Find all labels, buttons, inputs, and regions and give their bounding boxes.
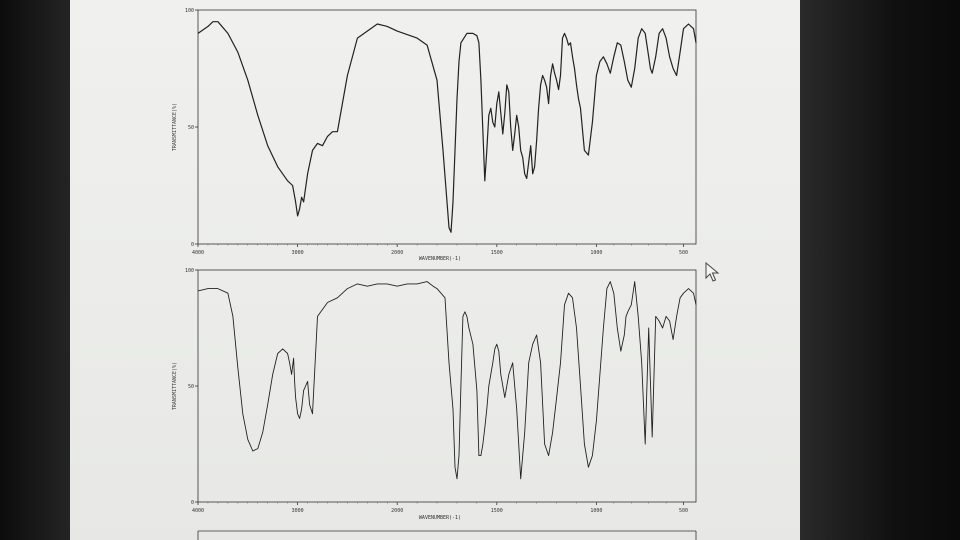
y-tick-label: 100 [185, 8, 194, 14]
x-tick-label: 3000 [292, 508, 304, 514]
chart-2-y-axis-label: TRANSMITTANCE(%) [172, 362, 178, 410]
mouse-cursor-icon [705, 262, 720, 282]
chart-2-x-axis-label: WAVENUMBER(-1) [419, 515, 461, 521]
x-tick-label: 4000 [192, 508, 204, 514]
y-tick-label: 50 [188, 384, 194, 390]
x-tick-label: 1500 [491, 250, 503, 256]
x-tick-label: 4000 [192, 250, 204, 256]
y-tick-label: 100 [185, 268, 194, 274]
x-tick-label: 1000 [590, 250, 602, 256]
chart-2-y-ticks: 100 50 0 [185, 268, 198, 506]
chart-1-x-axis-label: WAVENUMBER(-1) [419, 256, 461, 262]
x-tick-label: 3000 [292, 250, 304, 256]
chart-1-series-line [197, 21, 697, 233]
x-tick-label: 500 [679, 508, 688, 514]
chart-1-y-axis-label: TRANSMITTANCE(%) [172, 103, 178, 151]
x-tick-label: 500 [679, 250, 688, 256]
chart-2-frame [197, 269, 697, 503]
monitor-bezel-right [800, 0, 960, 540]
chart-1-y-ticks: 100 50 0 [185, 8, 198, 248]
y-tick-label: 0 [191, 242, 194, 248]
x-tick-label: 2000 [391, 250, 403, 256]
x-tick-label: 1000 [590, 508, 602, 514]
y-tick-label: 0 [191, 500, 194, 506]
chart-3-partial [197, 530, 697, 540]
chart-2-x-ticks: 4000 3000 2000 1500 1000 500 [192, 502, 688, 514]
chart-1-x-ticks: 4000 3000 2000 1500 1000 500 [192, 244, 688, 256]
y-tick-label: 50 [188, 125, 194, 131]
x-tick-label: 2000 [391, 508, 403, 514]
monitor-bezel-left [0, 0, 70, 540]
chart-2-series-line [197, 281, 697, 480]
x-tick-label: 1500 [491, 508, 503, 514]
